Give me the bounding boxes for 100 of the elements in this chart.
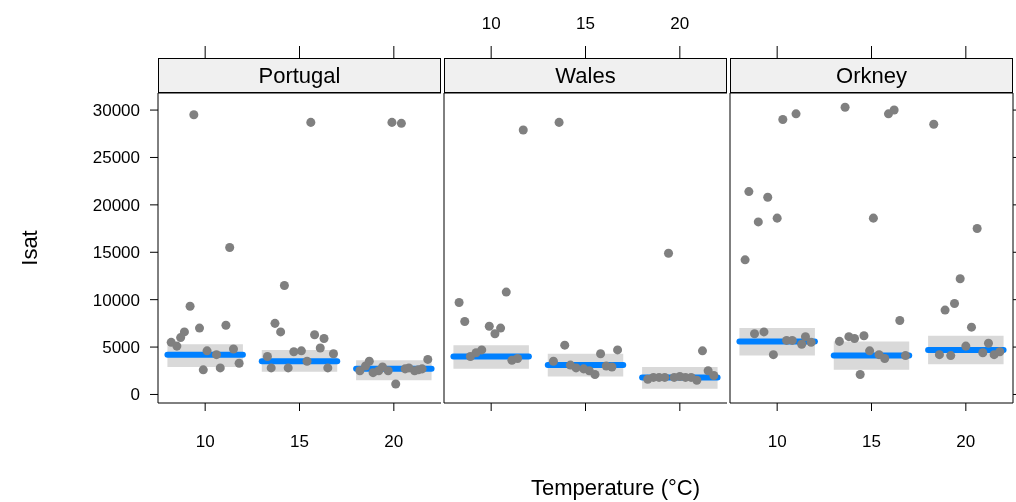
point — [889, 105, 899, 115]
point — [946, 351, 956, 361]
point — [934, 350, 944, 360]
chart-title: Portugal — [158, 58, 441, 93]
point — [855, 370, 865, 380]
y-tick-label: 5000 — [102, 338, 140, 358]
point — [211, 350, 221, 360]
chart-title: Wales — [444, 58, 727, 93]
point — [613, 345, 623, 355]
point — [454, 298, 464, 308]
point — [972, 224, 982, 234]
point — [596, 349, 606, 359]
point — [750, 329, 760, 339]
point — [387, 117, 397, 127]
point — [840, 102, 850, 112]
point — [391, 379, 401, 389]
point — [496, 323, 506, 333]
point — [692, 375, 702, 385]
point — [501, 287, 511, 297]
point — [289, 347, 299, 357]
point — [740, 255, 750, 265]
point — [296, 346, 306, 356]
point — [806, 337, 816, 347]
point — [276, 327, 286, 337]
point — [865, 346, 875, 356]
point — [189, 110, 199, 120]
point — [202, 346, 212, 356]
point — [900, 351, 910, 361]
x-tick-label: 10 — [481, 14, 501, 33]
point — [221, 320, 231, 330]
point — [172, 341, 182, 351]
x-tick-label: 15 — [576, 14, 595, 33]
point — [759, 327, 769, 337]
x-tick-label: 20 — [956, 432, 976, 451]
point — [194, 323, 205, 333]
chart-title: Orkney — [730, 58, 1013, 93]
point — [328, 349, 338, 359]
point — [518, 125, 528, 135]
x-tick-label: 10 — [195, 432, 215, 451]
point — [283, 363, 293, 373]
point — [950, 298, 960, 308]
y-tick-label: 10000 — [92, 290, 140, 310]
y-tick-label: 15000 — [92, 243, 140, 263]
point — [225, 243, 235, 253]
point — [477, 345, 487, 355]
point — [383, 366, 393, 376]
point — [929, 119, 939, 129]
point — [262, 352, 272, 362]
point — [772, 213, 782, 223]
y-tick-label: 25000 — [92, 148, 140, 168]
point — [763, 192, 773, 202]
point — [590, 370, 600, 380]
point — [895, 316, 905, 326]
point — [490, 329, 500, 339]
point — [778, 115, 788, 125]
point — [859, 331, 869, 341]
point — [279, 280, 289, 290]
point — [484, 321, 494, 331]
point — [228, 344, 238, 354]
point — [185, 301, 195, 311]
point — [664, 248, 674, 258]
point — [323, 363, 333, 373]
point — [697, 346, 707, 356]
point — [554, 117, 564, 127]
point — [179, 327, 189, 337]
y-tick-label: 0 — [130, 385, 140, 405]
point — [319, 334, 329, 344]
point — [768, 350, 778, 360]
point — [961, 341, 971, 351]
point — [955, 274, 965, 284]
point — [978, 348, 988, 358]
y-tick-label: 30000 — [92, 101, 140, 121]
point — [607, 362, 617, 372]
point — [791, 109, 801, 119]
point — [465, 352, 475, 362]
point — [310, 330, 320, 340]
point — [800, 332, 810, 342]
x-tick-label: 20 — [670, 14, 690, 33]
point — [513, 353, 523, 363]
point — [215, 363, 225, 373]
x-tick-label: 10 — [767, 432, 787, 451]
point — [364, 356, 374, 366]
point — [709, 371, 719, 381]
point — [983, 338, 993, 348]
point — [560, 340, 570, 350]
point — [940, 305, 950, 315]
point — [270, 318, 280, 328]
point — [548, 356, 558, 366]
point — [753, 217, 763, 227]
point — [302, 356, 312, 366]
y-axis-title: Isat — [17, 230, 43, 266]
point — [797, 339, 807, 349]
x-tick-label: 15 — [862, 432, 881, 451]
point — [423, 354, 433, 364]
x-tick-label: 15 — [290, 432, 309, 451]
x-tick-label: 20 — [384, 432, 404, 451]
point — [880, 353, 890, 363]
point — [198, 365, 208, 375]
x-axis-title: Temperature (°C) — [531, 475, 700, 501]
point — [995, 347, 1005, 357]
